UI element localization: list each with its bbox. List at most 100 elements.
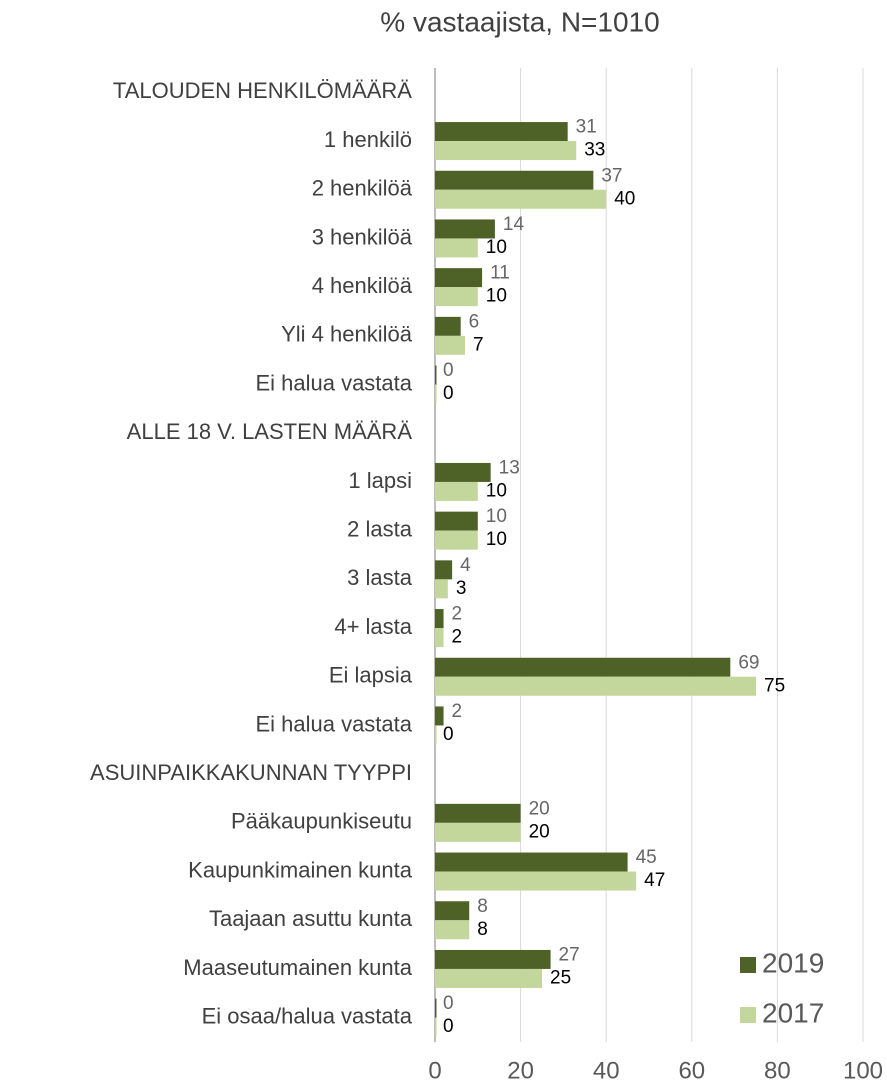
data-label: 2 [452, 701, 463, 722]
x-tick-label: 40 [593, 1057, 620, 1084]
y-tick-label: Ei halua vastata [255, 370, 412, 395]
bar [435, 335, 465, 355]
data-label: 33 [584, 140, 605, 161]
data-label: 0 [443, 724, 454, 745]
x-tick-label: 80 [764, 1057, 791, 1084]
y-tick-label: 2 henkilöä [312, 176, 413, 201]
y-tick-label: Kaupunkimainen kunta [188, 857, 413, 882]
y-tick-label: Taajaan asuttu kunta [209, 906, 413, 931]
data-label: 2 [452, 604, 463, 625]
legend-swatch [740, 1007, 756, 1023]
data-label: 20 [529, 798, 550, 819]
x-tick-label: 100 [843, 1057, 883, 1084]
bar [435, 1017, 437, 1037]
bar [435, 852, 628, 872]
data-label: 25 [550, 967, 571, 988]
bar [435, 998, 437, 1018]
bar [435, 901, 470, 921]
y-tick-label: Ei osaa/halua vastata [202, 1003, 413, 1028]
data-label: 40 [614, 188, 635, 209]
data-label: 0 [443, 1016, 454, 1037]
x-tick-label: 0 [428, 1057, 441, 1084]
y-tick-label: Ei lapsia [329, 663, 413, 688]
data-label: 20 [529, 821, 550, 842]
data-label: 10 [486, 529, 507, 550]
y-tick-label: TALOUDEN HENKILÖMÄÄRÄ [113, 78, 412, 103]
y-tick-label: 1 lapsi [348, 468, 412, 493]
bar [435, 170, 594, 190]
legend-swatch [740, 957, 756, 973]
bar [435, 822, 521, 842]
data-label: 37 [601, 165, 622, 186]
bar [435, 219, 495, 239]
data-label: 3 [456, 578, 467, 599]
y-tick-label: 4 henkilöä [312, 273, 413, 298]
bar [435, 920, 470, 940]
bar [435, 481, 478, 501]
data-label: 47 [644, 870, 665, 891]
data-label: 69 [738, 652, 759, 673]
chart-title: % vastaajista, N=1010 [380, 6, 659, 37]
bar [435, 365, 437, 385]
x-tick-label: 20 [507, 1057, 534, 1084]
y-tick-label: ALLE 18 V. LASTEN MÄÄRÄ [127, 419, 413, 444]
bar [435, 560, 453, 580]
legend-label: 2019 [762, 947, 824, 978]
bar [435, 268, 483, 288]
data-label: 13 [499, 457, 520, 478]
bar [435, 579, 448, 599]
data-label: 2 [452, 627, 463, 648]
bar [435, 871, 637, 891]
y-tick-label: 3 lasta [347, 565, 413, 590]
bar [435, 238, 478, 258]
bar [435, 725, 437, 745]
data-label: 10 [486, 506, 507, 527]
data-label: 6 [469, 311, 480, 332]
bar [435, 122, 568, 142]
bar [435, 287, 478, 307]
data-label: 11 [490, 263, 510, 284]
bar [435, 803, 521, 823]
bar [435, 628, 444, 648]
data-label: 14 [503, 214, 525, 235]
data-label: 27 [559, 944, 580, 965]
data-label: 10 [486, 286, 507, 307]
data-label: 0 [443, 993, 454, 1014]
y-tick-label: 3 henkilöä [312, 224, 413, 249]
y-tick-label: Ei halua vastata [255, 711, 412, 736]
y-tick-label: 4+ lasta [334, 614, 412, 639]
y-tick-label: Yli 4 henkilöä [281, 322, 413, 347]
bar [435, 511, 478, 531]
data-label: 4 [460, 555, 471, 576]
data-label: 7 [473, 334, 484, 355]
bar [435, 462, 491, 482]
bar [435, 706, 444, 726]
data-label: 31 [576, 117, 597, 138]
data-label: 8 [477, 896, 488, 917]
data-label: 45 [636, 847, 657, 868]
bar [435, 316, 461, 336]
y-tick-label: 1 henkilö [324, 127, 412, 152]
bar [435, 609, 444, 629]
bar [435, 189, 607, 209]
y-tick-label: Pääkaupunkiseutu [231, 809, 412, 834]
data-label: 0 [443, 360, 454, 381]
y-tick-label: Maaseutumainen kunta [183, 955, 412, 980]
bar [435, 657, 731, 677]
y-tick-label: ASUINPAIKKAKUNNAN TYYPPI [90, 760, 412, 785]
data-label: 8 [477, 919, 488, 940]
data-label: 10 [486, 237, 507, 258]
bar [435, 141, 577, 161]
bar [435, 949, 551, 969]
y-tick-label: 2 lasta [347, 516, 413, 541]
data-label: 10 [486, 480, 507, 501]
data-label: 0 [443, 383, 454, 404]
bar [435, 676, 756, 696]
bar [435, 384, 437, 404]
bar [435, 530, 478, 550]
legend-label: 2017 [762, 997, 824, 1028]
data-label: 75 [764, 675, 785, 696]
bar [435, 968, 542, 988]
x-tick-label: 60 [678, 1057, 705, 1084]
